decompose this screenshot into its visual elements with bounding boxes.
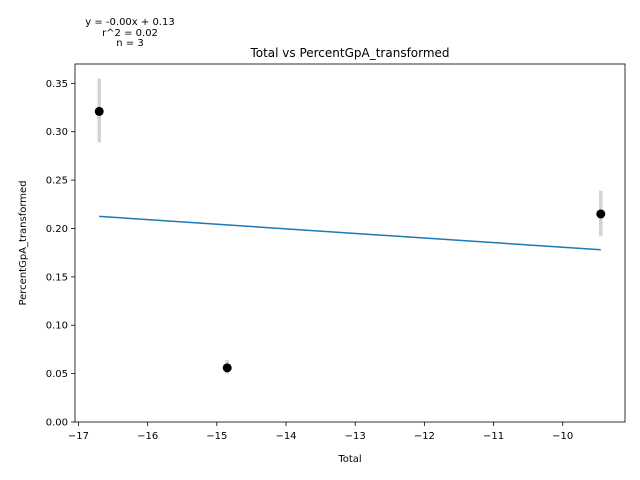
fit-line xyxy=(99,215,601,251)
x-tick-label: −10 xyxy=(552,431,573,442)
fit-line-group xyxy=(99,215,601,251)
y-tick-label: 0.35 xyxy=(46,79,68,90)
x-tick-label: −17 xyxy=(68,431,89,442)
x-axis-label: Total xyxy=(337,454,361,465)
y-tick-label: 0.10 xyxy=(46,321,68,332)
y-tick-label: 0.15 xyxy=(46,272,68,283)
stats-r-squared: r^2 = 0.02 xyxy=(102,28,158,39)
plot-area xyxy=(74,63,626,423)
y-axis-ticks: 0.00 0.05 0.10 0.15 0.20 0.25 0.30 0.35 xyxy=(46,79,75,429)
data-points xyxy=(94,106,606,373)
y-tick-label: 0.25 xyxy=(46,176,68,187)
x-tick-label: −15 xyxy=(206,431,227,442)
x-tick-label: −12 xyxy=(414,431,435,442)
chart-title: Total vs PercentGpA_transformed xyxy=(249,46,449,60)
y-tick-label: 0.30 xyxy=(46,127,68,138)
y-tick-label: 0.05 xyxy=(46,369,68,380)
data-point xyxy=(596,209,606,219)
x-tick-label: −11 xyxy=(483,431,504,442)
stats-equation: y = -0.00x + 0.13 xyxy=(85,17,174,28)
y-tick-label: 0.20 xyxy=(46,224,68,235)
x-tick-label: −16 xyxy=(137,431,158,442)
y-axis-label: PercentGpA_transformed xyxy=(18,180,29,305)
x-tick-label: −13 xyxy=(345,431,366,442)
stats-n: n = 3 xyxy=(116,38,143,49)
x-axis-ticks: −17 −16 −15 −14 −13 −12 −11 −10 xyxy=(68,422,573,442)
x-tick-label: −14 xyxy=(275,431,296,442)
y-tick-label: 0.00 xyxy=(46,418,68,429)
data-point xyxy=(222,363,232,373)
stats-annotation: y = -0.00x + 0.13 r^2 = 0.02 n = 3 xyxy=(85,17,174,49)
data-point xyxy=(94,106,104,116)
